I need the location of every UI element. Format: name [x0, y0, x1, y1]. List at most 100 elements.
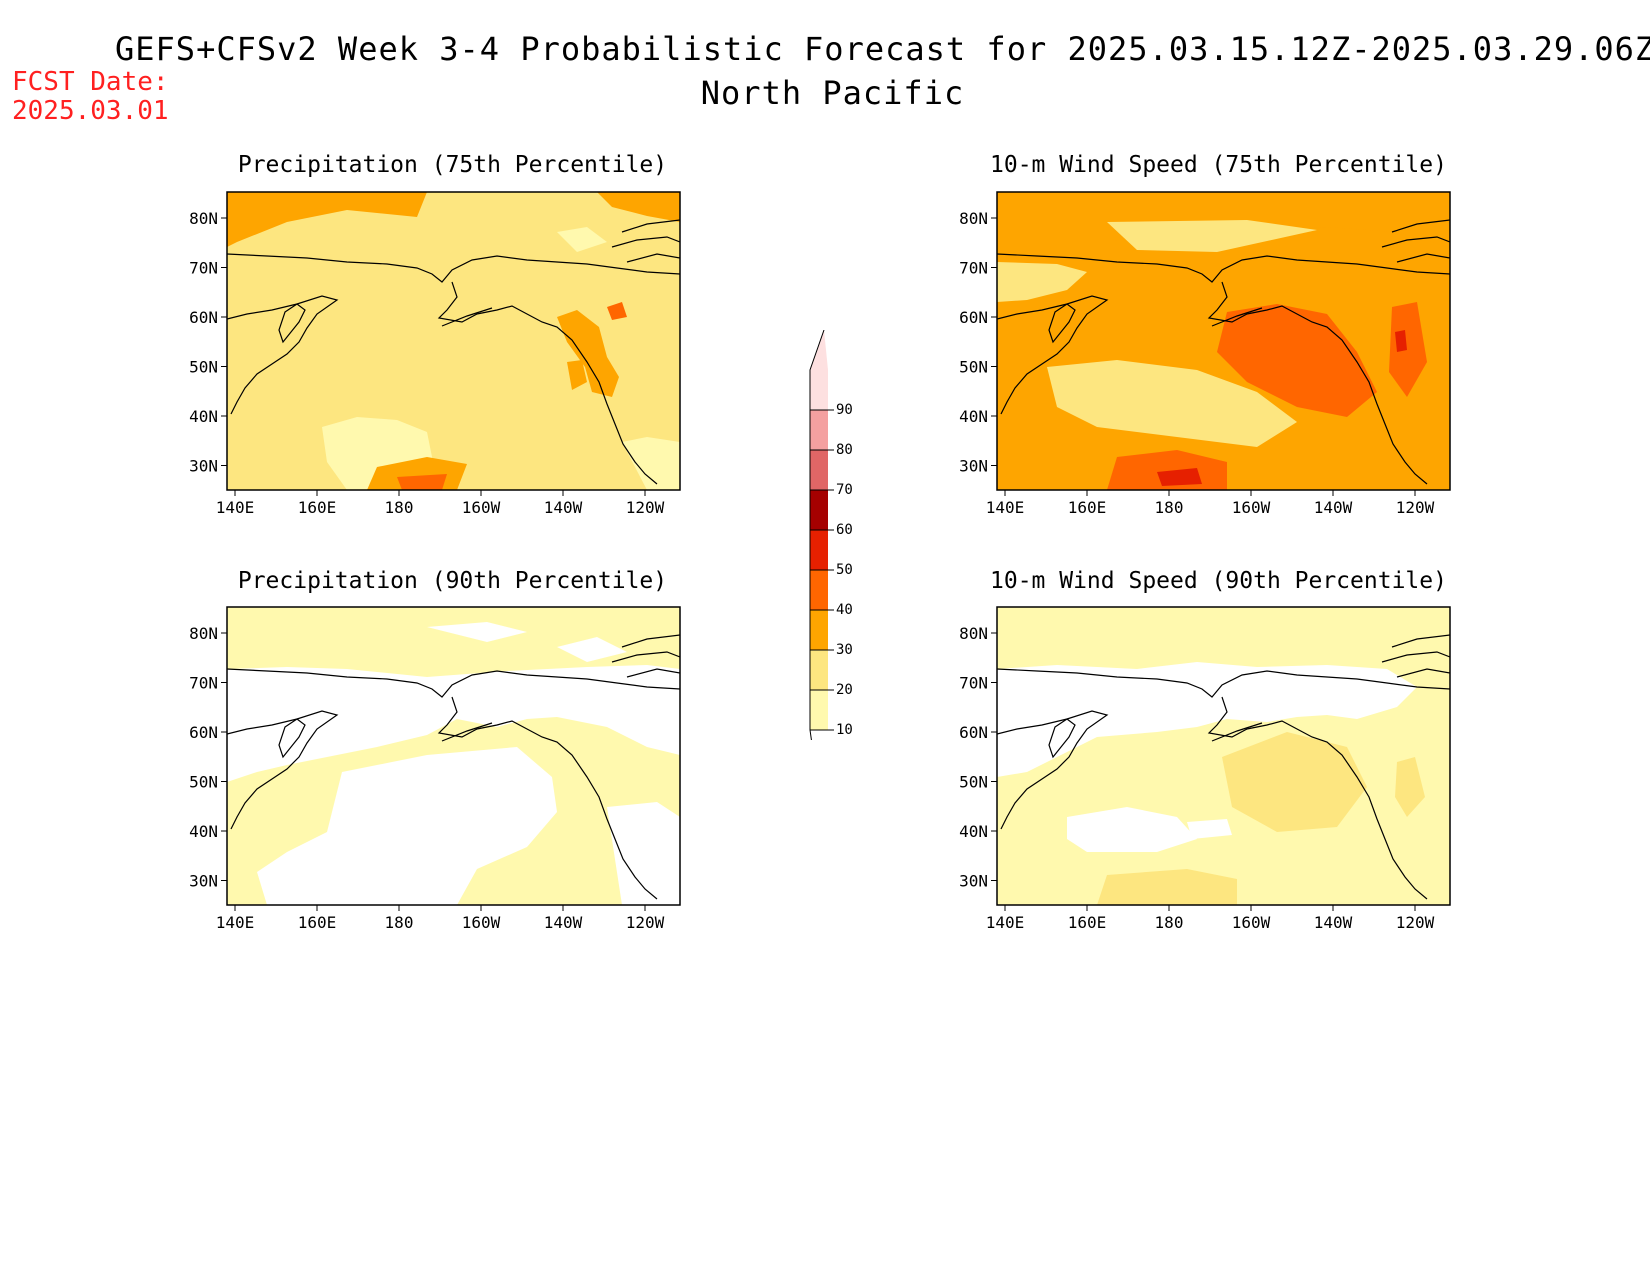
colorbar-label: 10 — [836, 722, 853, 738]
contour-region — [1389, 302, 1427, 397]
lon-tick-label: 140W — [1314, 913, 1353, 932]
forecast-date: FCST Date: 2025.03.01 — [12, 68, 169, 126]
coastline — [1211, 722, 1263, 742]
lon-tick-label: 180 — [385, 498, 414, 517]
colorbar-swatch — [810, 650, 828, 690]
colorbar-label: 20 — [836, 682, 853, 698]
coastline — [227, 295, 339, 415]
lat-tick-label: 30N — [959, 457, 988, 476]
plot-area: 140E 160E 180 160W 140W 120W 80N 70N 60N 50N 40N 30… — [959, 191, 1451, 517]
coastline — [1048, 303, 1076, 344]
lon-tick-label: 140E — [986, 913, 1025, 932]
contour-region — [597, 192, 680, 222]
plot-area: 140E 160E 180 160W 140W 120W 80N 70N 60N 50N 40N 30… — [189, 191, 681, 517]
lat-tick-label: 80N — [189, 209, 218, 228]
lat-tick-label: 80N — [959, 624, 988, 643]
colorbar-label: 30 — [836, 642, 853, 658]
contour-region — [1222, 732, 1367, 832]
coastline — [997, 668, 1450, 698]
coastline — [997, 295, 1109, 415]
colorbar-swatch — [810, 530, 828, 570]
panel-title-wind-75: 10-m Wind Speed (75th Percentile) — [990, 152, 1447, 178]
lat-tick-label: 40N — [189, 407, 218, 426]
lat-tick-label: 30N — [959, 872, 988, 891]
plot-frame — [996, 606, 1451, 906]
map-panel-wind-75: 140E 160E 180 160W 140W 120W 80N 70N 60N 50N 40N 30… — [959, 191, 1451, 517]
contour-region — [227, 665, 680, 782]
lat-tick-label: 70N — [959, 259, 988, 278]
contour-region — [997, 262, 1087, 302]
lat-tick-label: 30N — [189, 872, 218, 891]
map-panel-wind-90: 140E 160E 180 160W 140W 120W 80N 70N 60N 50N 40N 30… — [959, 606, 1451, 932]
lon-tick-label: 120W — [626, 498, 665, 517]
plot-area: 140E 160E 180 160W 140W 120W 80N 70N 60N 50N 40N 30… — [189, 606, 681, 932]
contour-region — [567, 360, 587, 390]
contour-region — [557, 637, 627, 662]
contour-region — [1097, 869, 1237, 905]
lon-tick-label: 140E — [986, 498, 1025, 517]
plot-frame — [996, 191, 1451, 491]
lon-tick-label: 160W — [462, 498, 501, 517]
lat-tick-label: 80N — [959, 209, 988, 228]
lat-tick-label: 80N — [189, 624, 218, 643]
lon-tick-label: 140W — [544, 913, 583, 932]
lon-tick-label: 140E — [216, 913, 255, 932]
contour-region — [1047, 360, 1297, 447]
lat-tick-label: 30N — [189, 457, 218, 476]
coastline — [611, 219, 680, 263]
colorbar-swatch — [810, 570, 828, 610]
lat-tick-label: 50N — [189, 773, 218, 792]
colorbar-label: 80 — [836, 442, 853, 458]
lat-tick-label: 40N — [959, 822, 988, 841]
lon-tick-label: 160W — [1232, 498, 1271, 517]
colorbar-label: 70 — [836, 482, 853, 498]
lat-tick-label: 70N — [189, 674, 218, 693]
coastline — [227, 668, 680, 698]
coastline — [1211, 307, 1263, 327]
field-background — [997, 607, 1450, 905]
lat-tick-label: 60N — [189, 308, 218, 327]
plot-frame — [226, 191, 681, 491]
colorbar-label: 60 — [836, 522, 853, 538]
contour-region — [1067, 807, 1197, 852]
lat-tick-label: 50N — [189, 358, 218, 377]
coastline — [1381, 219, 1450, 263]
contour-region — [227, 192, 427, 247]
coastline — [437, 281, 658, 485]
contour-region — [607, 802, 680, 905]
contour-region — [1395, 330, 1407, 352]
lat-tick-label: 50N — [959, 773, 988, 792]
contour-region — [1157, 468, 1202, 486]
colorbar-label: 50 — [836, 562, 853, 578]
lon-tick-label: 160E — [1068, 498, 1107, 517]
colorbar-swatch — [810, 370, 828, 410]
lon-tick-label: 120W — [1396, 498, 1435, 517]
coastline — [278, 718, 306, 759]
lon-tick-label: 140W — [1314, 498, 1353, 517]
colorbar-swatch — [810, 490, 828, 530]
coastline — [278, 303, 306, 344]
lon-tick-label: 160W — [462, 913, 501, 932]
lon-tick-label: 120W — [1396, 913, 1435, 932]
lat-tick-label: 40N — [189, 822, 218, 841]
lon-tick-label: 180 — [385, 913, 414, 932]
panel-title-precip-90: Precipitation (90th Percentile) — [237, 568, 668, 594]
coastline — [997, 710, 1109, 830]
contour-region — [1187, 819, 1232, 839]
main-title-region: North Pacific — [700, 74, 965, 112]
coastline — [227, 253, 680, 283]
lat-tick-label: 70N — [959, 674, 988, 693]
coastline — [611, 634, 680, 678]
map-panel-precip-90: 140E 160E 180 160W 140W 120W 80N 70N 60N 50N 40N 30… — [189, 606, 681, 932]
coastline — [1381, 634, 1450, 678]
lat-tick-label: 50N — [959, 358, 988, 377]
colorbar-label: 90 — [836, 402, 853, 418]
coastline — [227, 710, 339, 830]
contour-region — [1395, 757, 1425, 817]
coastline — [1048, 718, 1076, 759]
colorbar-swatch — [810, 690, 828, 730]
contour-region — [1217, 304, 1377, 417]
coastline — [1207, 281, 1428, 485]
lat-tick-label: 60N — [189, 723, 218, 742]
lon-tick-label: 120W — [626, 913, 665, 932]
